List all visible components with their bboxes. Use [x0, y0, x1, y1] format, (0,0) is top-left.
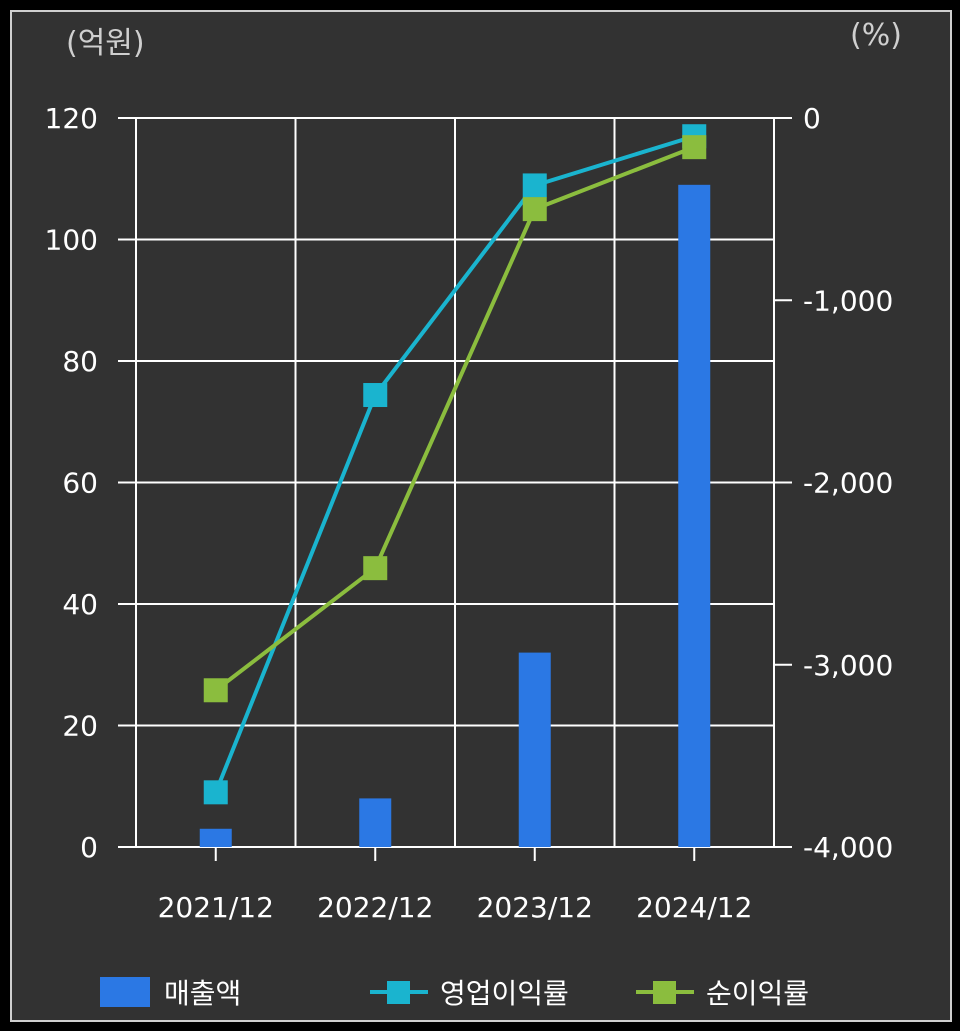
point-net-margin — [522, 197, 547, 222]
legend-label-revenue: 매출액 — [164, 977, 242, 1010]
left-axis-tick-label: 40 — [62, 588, 98, 621]
x-axis-tick-label: 2023/12 — [477, 891, 593, 924]
bar-revenue — [199, 828, 232, 847]
point-operating-margin — [522, 173, 547, 198]
legend-label-operating-margin: 영업이익률 — [440, 977, 569, 1010]
left-axis-tick-label: 60 — [62, 467, 98, 500]
series-line-operating-margin — [213, 134, 695, 794]
legend-swatch-revenue — [100, 977, 150, 1007]
left-axis-tick-label: 100 — [45, 224, 98, 257]
right-axis-tick-label: -3,000 — [803, 649, 893, 682]
series-line-net-margin — [214, 145, 695, 692]
legend-swatch-net-margin — [636, 977, 694, 1007]
legend-item-net-margin: 순이익률 — [636, 972, 809, 1012]
bar-revenue — [518, 652, 551, 847]
legend-item-revenue: 매출액 — [100, 972, 241, 1012]
point-operating-margin — [203, 780, 228, 805]
point-operating-margin — [363, 383, 388, 408]
bar-revenue — [678, 184, 711, 847]
point-net-margin — [363, 556, 388, 581]
right-axis-tick-label: -4,000 — [803, 831, 893, 864]
legend-item-operating-margin: 영업이익률 — [370, 972, 569, 1012]
right-axis-tick-label: 0 — [803, 102, 821, 135]
x-axis-tick-label: 2022/12 — [317, 891, 433, 924]
legend-label-net-margin: 순이익률 — [706, 977, 810, 1010]
left-axis-unit: (억원) — [66, 26, 145, 61]
right-axis-unit: (%) — [850, 18, 902, 53]
left-axis-tick-label: 120 — [45, 102, 98, 135]
legend-swatch-operating-margin — [370, 977, 428, 1007]
bar-revenue — [359, 798, 392, 847]
left-axis-tick-label: 0 — [80, 831, 98, 864]
point-net-margin — [203, 678, 228, 703]
x-axis-tick-label: 2021/12 — [158, 891, 274, 924]
left-axis-tick-label: 20 — [62, 710, 98, 743]
chart-frame — [10, 10, 952, 1022]
x-axis-tick-label: 2024/12 — [636, 891, 752, 924]
right-axis-tick-label: -2,000 — [803, 467, 893, 500]
left-axis-tick-label: 80 — [62, 345, 98, 378]
point-net-margin — [682, 135, 707, 160]
right-axis-tick-label: -1,000 — [803, 284, 893, 317]
